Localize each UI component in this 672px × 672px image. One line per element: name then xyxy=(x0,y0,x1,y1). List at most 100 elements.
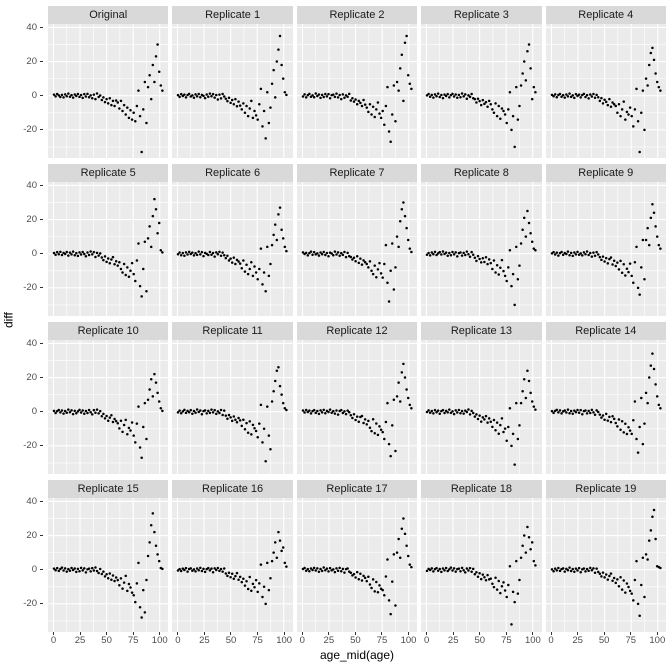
facet-strip: Replicate 4 xyxy=(545,6,666,24)
facet-panel-replicate-6 xyxy=(172,182,293,316)
facet-panel-replicate-4 xyxy=(545,24,666,158)
facet-replicate-18: Replicate 18 xyxy=(421,480,542,632)
x-axis-column-4: 0 25 50 75 100 xyxy=(421,632,541,648)
x-tick-label: 100 xyxy=(151,635,168,646)
x-tick-label: 25 xyxy=(572,635,583,646)
facet-panel-replicate-1 xyxy=(172,24,293,158)
facet-panel-replicate-15 xyxy=(48,498,169,632)
x-tick-mark xyxy=(505,632,507,635)
facet-strip: Replicate 12 xyxy=(296,322,418,340)
y-tick-label: 40 xyxy=(26,495,37,507)
y-tick-mark xyxy=(40,569,43,571)
y-axis-gutter: 40 20 0 -20 xyxy=(2,164,44,316)
y-tick-label: 20 xyxy=(26,372,37,384)
facet-panel-replicate-18 xyxy=(421,498,542,632)
y-tick-label: -20 xyxy=(23,124,37,136)
y-tick-mark xyxy=(40,500,43,502)
x-tick-label: 75 xyxy=(625,635,637,646)
x-tick-mark xyxy=(230,632,232,635)
facet-replicate-7: Replicate 7 xyxy=(296,164,418,316)
x-tick-mark xyxy=(106,632,108,635)
x-tick-mark xyxy=(301,632,303,635)
x-tick-label: 25 xyxy=(74,635,86,646)
facet-replicate-10: Replicate 10 xyxy=(48,322,169,474)
y-tick-mark xyxy=(40,603,43,605)
x-axis-column-1: 0 25 50 75 100 xyxy=(48,632,168,648)
x-tick-label: 50 xyxy=(350,635,361,646)
y-tick-mark xyxy=(40,61,43,63)
y-tick-label: 20 xyxy=(26,214,37,226)
facet-strip: Replicate 7 xyxy=(296,164,418,182)
x-tick-label: 25 xyxy=(199,635,210,646)
facet-strip: Replicate 8 xyxy=(421,164,542,182)
x-tick-label: 50 xyxy=(225,635,237,646)
x-tick-label: 50 xyxy=(598,635,610,646)
x-tick-label: 25 xyxy=(323,635,335,646)
x-tick-mark xyxy=(426,632,428,635)
y-tick-mark xyxy=(40,184,43,186)
facet-panel-replicate-17 xyxy=(296,498,418,632)
x-tick-label: 0 xyxy=(299,635,305,646)
facet-strip: Replicate 1 xyxy=(172,6,293,24)
y-tick-mark xyxy=(40,535,43,537)
x-tick-mark xyxy=(532,632,534,635)
facet-panel-replicate-19 xyxy=(545,498,666,632)
facet-replicate-17: Replicate 17 xyxy=(296,480,418,632)
y-tick-mark xyxy=(40,342,43,344)
x-tick-mark xyxy=(79,632,81,635)
y-tick-mark xyxy=(40,287,43,289)
y-axis-gutter: 40 20 0 -20 xyxy=(2,6,44,158)
facet-panel-replicate-14 xyxy=(545,340,666,474)
facet-replicate-14: Replicate 14 xyxy=(545,322,666,474)
facet-panel-replicate-2 xyxy=(296,24,418,158)
facet-replicate-19: Replicate 19 xyxy=(545,480,666,632)
x-axis-column-5: 0 25 50 75 100 xyxy=(546,632,666,648)
facet-panel-replicate-8 xyxy=(421,182,542,316)
facet-strip: Replicate 11 xyxy=(172,322,293,340)
x-tick-label: 50 xyxy=(101,635,112,646)
x-axis-column-2: 0 25 50 75 100 xyxy=(172,632,292,648)
y-tick-label: 20 xyxy=(26,56,37,68)
y-tick-label: 0 xyxy=(31,406,37,418)
x-tick-mark xyxy=(328,632,330,635)
x-tick-mark xyxy=(283,632,285,635)
facet-strip: Replicate 9 xyxy=(545,164,666,182)
facet-replicate-9: Replicate 9 xyxy=(545,164,666,316)
x-tick-mark xyxy=(177,632,179,635)
x-tick-label: 25 xyxy=(447,635,459,646)
facet-panel-original xyxy=(48,24,169,158)
y-tick-label: -20 xyxy=(23,598,37,610)
x-tick-mark xyxy=(452,632,454,635)
y-tick-mark xyxy=(40,219,43,221)
facet-strip: Replicate 3 xyxy=(421,6,542,24)
y-tick-mark xyxy=(40,26,43,28)
facet-strip: Replicate 17 xyxy=(296,480,418,498)
facet-replicate-8: Replicate 8 xyxy=(421,164,542,316)
facet-replicate-12: Replicate 12 xyxy=(296,322,418,474)
x-tick-mark xyxy=(52,632,54,635)
facet-panel-replicate-10 xyxy=(48,340,169,474)
facet-strip: Replicate 5 xyxy=(48,164,169,182)
x-tick-mark xyxy=(550,632,552,635)
facet-replicate-6: Replicate 6 xyxy=(172,164,293,316)
facet-strip: Replicate 19 xyxy=(545,480,666,498)
x-axis-title: age_mid(age) xyxy=(319,648,395,662)
x-tick-mark xyxy=(479,632,481,635)
y-tick-label: 0 xyxy=(31,564,37,576)
x-axis-spacer xyxy=(2,632,44,648)
facet-replicate-15: Replicate 15 xyxy=(48,480,169,632)
x-tick-label: 75 xyxy=(252,635,263,646)
y-tick-mark xyxy=(40,253,43,255)
x-tick-mark xyxy=(354,632,356,635)
y-tick-label: 40 xyxy=(26,179,37,191)
x-tick-label: 50 xyxy=(474,635,486,646)
x-tick-label: 75 xyxy=(501,635,512,646)
facet-strip: Replicate 15 xyxy=(48,480,169,498)
facet-panel-replicate-3 xyxy=(421,24,542,158)
x-tick-label: 0 xyxy=(50,635,57,646)
facet-original: Original xyxy=(48,6,169,158)
facet-grid: 40 20 0 -20 Original Replicate 1 Replicate 2 Re… xyxy=(2,6,666,648)
facet-replicate-11: Replicate 11 xyxy=(172,322,293,474)
facet-panel-replicate-11 xyxy=(172,340,293,474)
